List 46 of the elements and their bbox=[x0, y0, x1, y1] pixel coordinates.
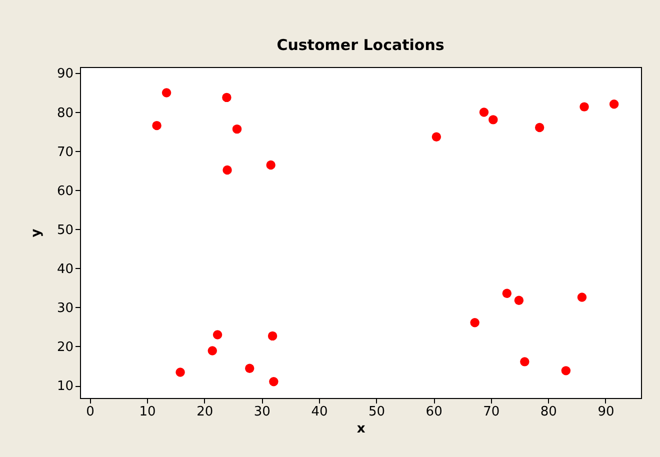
point bbox=[534, 122, 544, 132]
x-tick-label: 20 bbox=[196, 404, 214, 420]
x-tick-label: 30 bbox=[254, 404, 270, 420]
point bbox=[268, 331, 278, 341]
y-tick-label: 60 bbox=[56, 184, 74, 199]
point bbox=[577, 292, 587, 302]
y-tick-label: 70 bbox=[56, 144, 74, 160]
point bbox=[502, 288, 512, 298]
point bbox=[269, 377, 278, 386]
x-tick-label: 70 bbox=[483, 404, 500, 420]
point bbox=[470, 318, 480, 328]
x-tick-label: 40 bbox=[311, 404, 328, 420]
x-tick-label: 0 bbox=[86, 404, 94, 420]
point bbox=[162, 88, 172, 98]
point bbox=[432, 132, 442, 142]
x-tick-label: 90 bbox=[598, 404, 614, 420]
x-axis-title: x bbox=[356, 422, 366, 436]
point bbox=[152, 120, 162, 130]
y-tick-label: 90 bbox=[56, 66, 74, 82]
x-tick-label: 60 bbox=[426, 404, 442, 420]
point bbox=[479, 108, 489, 117]
point bbox=[212, 330, 222, 340]
x-tick-label: 50 bbox=[368, 404, 386, 420]
y-tick-label: 30 bbox=[56, 300, 74, 316]
chart-title: Customer Locations bbox=[276, 36, 444, 54]
y-axis-title: y bbox=[28, 228, 44, 238]
x-tick-label: 80 bbox=[540, 404, 557, 420]
point bbox=[232, 124, 242, 134]
point bbox=[208, 346, 217, 356]
point bbox=[245, 364, 254, 373]
point bbox=[580, 102, 589, 112]
point bbox=[520, 357, 530, 366]
y-tick-label: 80 bbox=[56, 106, 74, 121]
point bbox=[176, 368, 185, 377]
point bbox=[609, 99, 619, 109]
y-tick-label: 50 bbox=[56, 222, 74, 238]
point bbox=[561, 366, 571, 376]
x-tick-label: 10 bbox=[139, 404, 156, 420]
point bbox=[514, 296, 524, 306]
point bbox=[266, 160, 276, 170]
point bbox=[222, 92, 232, 102]
y-tick-label: 10 bbox=[56, 379, 74, 394]
y-tick-label: 40 bbox=[56, 262, 74, 277]
point bbox=[222, 165, 232, 175]
point bbox=[488, 115, 498, 124]
y-tick-label: 20 bbox=[56, 340, 74, 355]
